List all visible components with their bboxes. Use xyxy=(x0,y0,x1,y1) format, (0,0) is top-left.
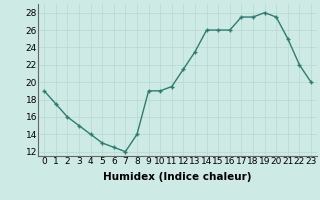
X-axis label: Humidex (Indice chaleur): Humidex (Indice chaleur) xyxy=(103,172,252,182)
